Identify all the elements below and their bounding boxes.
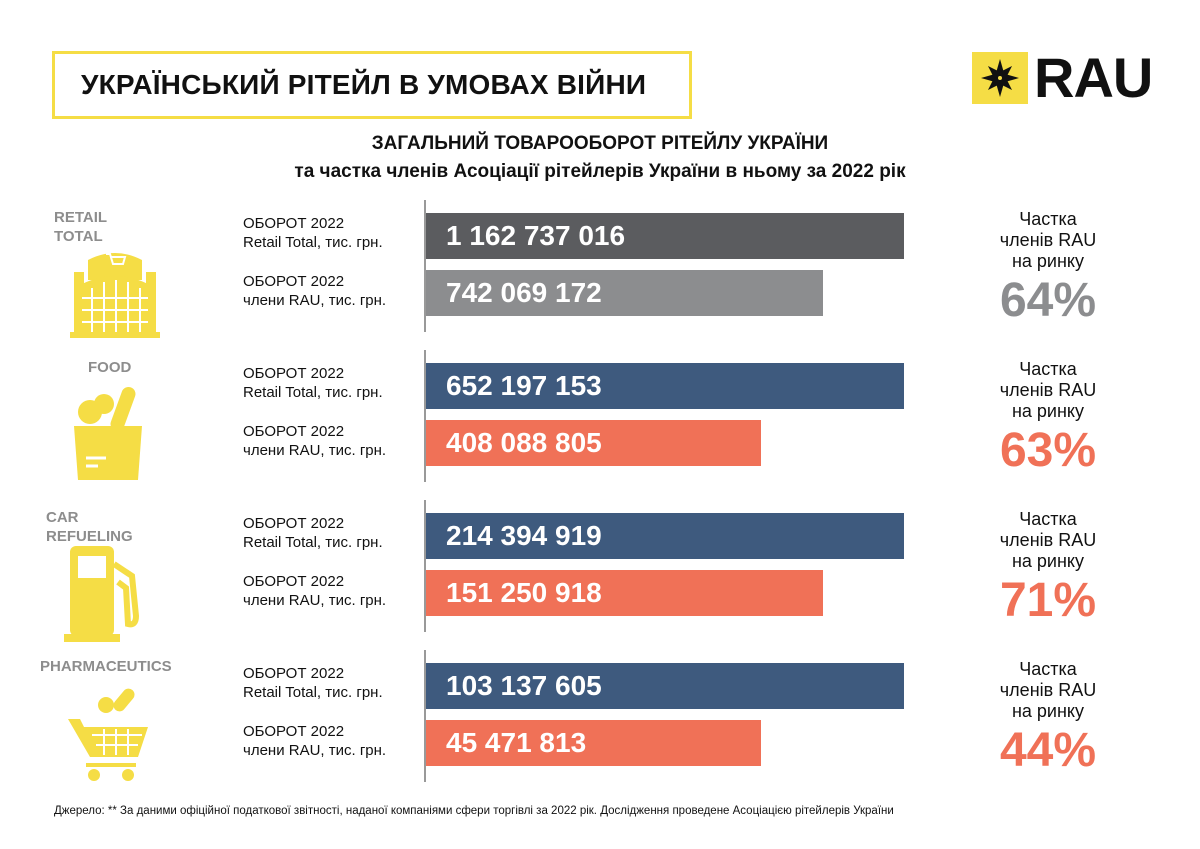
rau-logo: RAU bbox=[972, 46, 1153, 109]
rau-label-line1: ОБОРОТ 2022 bbox=[243, 423, 345, 440]
rau-label-line1: ОБОРОТ 2022 bbox=[243, 723, 345, 740]
rau-label: ОБОРОТ 2022 члени RAU, тис. грн. bbox=[243, 272, 386, 310]
rau-label-line2: члени RAU, тис. грн. bbox=[243, 442, 387, 459]
share-label-line2: членів RAU bbox=[999, 680, 1097, 700]
logo-text: RAU bbox=[1034, 46, 1153, 109]
bar-rau-members: 151 250 918 bbox=[426, 570, 823, 616]
total-label-line1: ОБОРОТ 2022 bbox=[243, 665, 345, 682]
market-share: Частка членів RAU на ринку 63% bbox=[968, 359, 1128, 478]
share-label-line2: членів RAU bbox=[999, 530, 1097, 550]
axis-line bbox=[424, 350, 426, 482]
share-label-line3: на ринку bbox=[1011, 251, 1085, 271]
rau-label-line2: члени RAU, тис. грн. bbox=[243, 742, 387, 759]
axis-line bbox=[424, 650, 426, 782]
total-label: ОБОРОТ 2022 Retail Total, тис. грн. bbox=[243, 664, 383, 702]
market-share: Частка членів RAU на ринку 44% bbox=[968, 659, 1128, 778]
share-label-line3: на ринку bbox=[1011, 551, 1085, 571]
market-share: Частка членів RAU на ринку 71% bbox=[968, 509, 1128, 628]
category-group: FOOD ОБОРОТ 2022 Retail Total, тис. грн. … bbox=[0, 350, 1200, 500]
fuel-pump-icon bbox=[62, 536, 152, 651]
share-percent: 64% bbox=[999, 274, 1097, 327]
total-label: ОБОРОТ 2022 Retail Total, тис. грн. bbox=[243, 514, 383, 552]
share-label-line3: на ринку bbox=[1011, 701, 1085, 721]
category-group: RETAIL TOTAL ОБОРОТ 2022 Retail Total, ти… bbox=[0, 200, 1200, 350]
grocery-bag-icon bbox=[68, 382, 148, 487]
chart-title: ЗАГАЛЬНИЙ ТОВАРООБОРОТ РІТЕЙЛУ УКРАЇНИ bbox=[371, 133, 829, 154]
total-label-line1: ОБОРОТ 2022 bbox=[243, 515, 345, 532]
total-label-line1: ОБОРОТ 2022 bbox=[243, 215, 345, 232]
share-percent: 44% bbox=[999, 724, 1097, 777]
share-percent: 63% bbox=[999, 424, 1097, 477]
category-label: RETAIL TOTAL bbox=[54, 209, 108, 245]
share-label-line3: на ринку bbox=[1011, 401, 1085, 421]
category-label: FOOD bbox=[88, 359, 132, 376]
category-group: PHARMACEUTICS ОБОРОТ 2022 Retail Total, т… bbox=[0, 650, 1200, 800]
star-icon bbox=[972, 52, 1028, 104]
bar-retail-total: 1 162 737 016 bbox=[426, 213, 904, 259]
chart-subtitle: та частка членів Асоціації рітейлерів Ук… bbox=[294, 161, 906, 182]
rau-label-line2: члени RAU, тис. грн. bbox=[243, 292, 387, 309]
axis-line bbox=[424, 200, 426, 332]
rau-label: ОБОРОТ 2022 члени RAU, тис. грн. bbox=[243, 722, 386, 760]
share-label-line1: Частка bbox=[1019, 209, 1077, 229]
shopping-mall-icon bbox=[70, 232, 160, 347]
share-label-line2: членів RAU bbox=[999, 380, 1097, 400]
bar-retail-total: 103 137 605 bbox=[426, 663, 904, 709]
bar-rau-members: 742 069 172 bbox=[426, 270, 823, 316]
share-label-line1: Частка bbox=[1019, 359, 1077, 379]
total-label-line2: Retail Total, тис. грн. bbox=[243, 234, 383, 251]
bar-rau-members: 45 471 813 bbox=[426, 720, 761, 766]
total-label-line2: Retail Total, тис. грн. bbox=[243, 534, 383, 551]
rau-label: ОБОРОТ 2022 члени RAU, тис. грн. bbox=[243, 422, 386, 460]
bar-retail-total: 214 394 919 bbox=[426, 513, 904, 559]
rau-label-line1: ОБОРОТ 2022 bbox=[243, 573, 345, 590]
pharmacy-cart-icon bbox=[68, 683, 158, 788]
share-label-line2: членів RAU bbox=[999, 230, 1097, 250]
category-label: PHARMACEUTICS bbox=[40, 658, 172, 675]
share-label-line1: Частка bbox=[1019, 659, 1077, 679]
source-note: Джерело: ** За даними офіційної податков… bbox=[54, 805, 894, 817]
category-label: CAR REFUELING bbox=[46, 509, 133, 545]
axis-line bbox=[424, 500, 426, 632]
rau-label: ОБОРОТ 2022 члени RAU, тис. грн. bbox=[243, 572, 386, 610]
share-label-line1: Частка bbox=[1019, 509, 1077, 529]
total-label-line2: Retail Total, тис. грн. bbox=[243, 384, 383, 401]
total-label: ОБОРОТ 2022 Retail Total, тис. грн. bbox=[243, 364, 383, 402]
rau-label-line2: члени RAU, тис. грн. bbox=[243, 592, 387, 609]
market-share: Частка членів RAU на ринку 64% bbox=[968, 209, 1128, 328]
total-label-line1: ОБОРОТ 2022 bbox=[243, 365, 345, 382]
rau-label-line1: ОБОРОТ 2022 bbox=[243, 273, 345, 290]
total-label: ОБОРОТ 2022 Retail Total, тис. грн. bbox=[243, 214, 383, 252]
bar-rau-members: 408 088 805 bbox=[426, 420, 761, 466]
page-title: УКРАЇНСЬКИЙ РІТЕЙЛ В УМОВАХ ВІЙНИ bbox=[52, 51, 692, 119]
category-group: CAR REFUELING ОБОРОТ 2022 Retail Total, т… bbox=[0, 500, 1200, 650]
total-label-line2: Retail Total, тис. грн. bbox=[243, 684, 383, 701]
share-percent: 71% bbox=[999, 574, 1097, 627]
bar-retail-total: 652 197 153 bbox=[426, 363, 904, 409]
